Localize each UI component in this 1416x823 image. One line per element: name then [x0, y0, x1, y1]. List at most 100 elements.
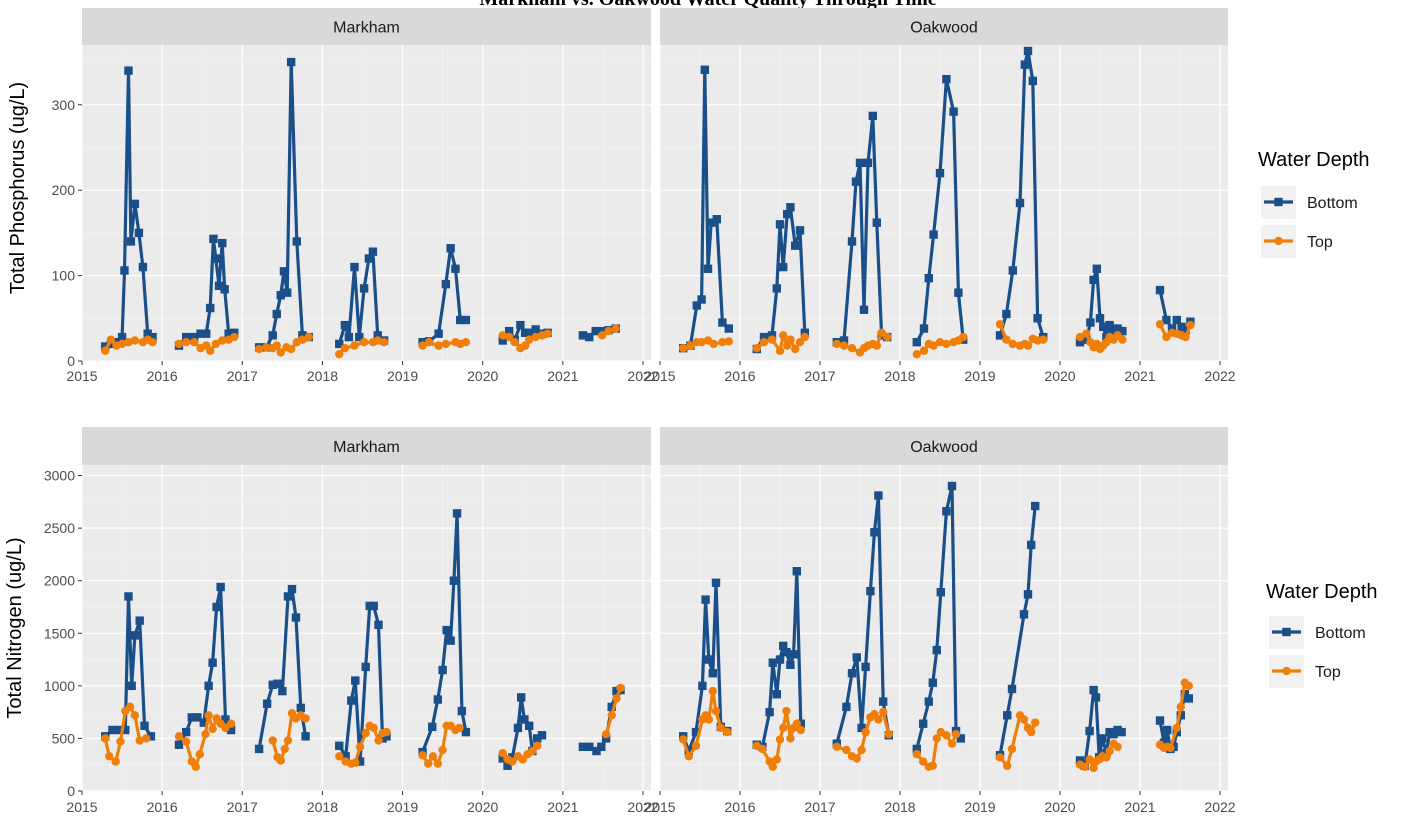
data-point-bottom: [1155, 716, 1165, 725]
data-point-bottom: [347, 696, 356, 705]
data-point-top: [709, 339, 718, 349]
data-point-top: [607, 711, 616, 720]
data-point-bottom: [130, 199, 140, 209]
data-point-top: [125, 702, 135, 712]
data-point-top: [679, 735, 688, 744]
data-point-top: [616, 683, 625, 693]
x-tick-label: 2015: [644, 368, 675, 384]
data-point-top: [1186, 320, 1195, 330]
data-point-top: [101, 734, 110, 743]
data-point-bottom: [767, 331, 777, 340]
data-point-bottom: [127, 681, 136, 691]
facet-label-oakwood: Oakwood: [910, 20, 978, 37]
data-point-bottom: [1184, 694, 1193, 703]
data-point-top: [951, 730, 961, 739]
data-point-top: [852, 754, 861, 763]
data-point-top: [211, 339, 221, 349]
data-point-top: [691, 741, 701, 750]
data-point-bottom: [839, 336, 849, 345]
facet-label-oakwood: Oakwood: [910, 439, 978, 456]
x-tick-label: 2021: [547, 799, 578, 815]
data-point-bottom: [283, 592, 293, 601]
data-point-top: [369, 723, 378, 733]
y-tick-label: 300: [52, 97, 76, 113]
chart-title: Markham vs. Oakwood Water Quality Throug…: [0, 0, 1416, 11]
data-point-bottom: [919, 719, 928, 728]
data-point-bottom: [456, 315, 465, 325]
x-tick-label: 2022: [627, 799, 658, 815]
data-point-bottom: [765, 707, 774, 717]
data-point-bottom: [707, 218, 716, 227]
data-point-bottom: [592, 746, 601, 756]
data-point-top: [791, 344, 800, 354]
data-point-top: [935, 338, 945, 347]
legend-label-bottom: Bottom: [1315, 625, 1366, 642]
data-point-top: [1184, 681, 1194, 691]
data-point-bottom: [272, 309, 281, 319]
data-point-top: [508, 757, 517, 766]
data-point-bottom: [701, 595, 710, 604]
data-point-bottom: [533, 734, 542, 743]
data-point-bottom: [861, 662, 870, 672]
data-point-top: [455, 723, 464, 733]
data-point-top: [355, 742, 365, 752]
y-tick-label: 1500: [44, 625, 75, 641]
data-point-bottom: [268, 331, 277, 340]
data-point-bottom: [597, 326, 607, 336]
data-point-top: [433, 759, 443, 768]
legend-title: Water Depth: [1266, 581, 1378, 603]
data-point-top: [298, 335, 307, 344]
data-point-bottom: [335, 741, 344, 750]
data-point-top: [839, 341, 849, 350]
data-point-top: [697, 338, 706, 347]
data-point-bottom: [779, 262, 788, 272]
data-point-top: [208, 724, 217, 734]
data-point-top: [767, 335, 777, 344]
data-point-top: [1027, 727, 1036, 737]
data-point-bottom: [382, 732, 391, 741]
data-point-top: [340, 343, 350, 353]
data-point-bottom: [703, 264, 713, 273]
data-point-top: [1019, 715, 1029, 724]
data-point-bottom: [355, 757, 365, 766]
data-point-bottom: [708, 669, 717, 678]
data-point-bottom: [704, 655, 713, 664]
data-point-top: [912, 749, 921, 759]
x-tick-label: 2016: [147, 799, 178, 815]
data-point-bottom: [1172, 315, 1181, 325]
data-point-top: [759, 338, 769, 347]
data-point-bottom: [451, 264, 460, 273]
data-point-top: [861, 727, 870, 737]
data-point-bottom: [181, 727, 191, 737]
data-point-bottom: [461, 315, 471, 325]
data-point-top: [932, 734, 941, 743]
data-point-bottom: [847, 237, 857, 246]
data-point-top: [597, 331, 607, 340]
data-point-top: [874, 715, 883, 724]
data-point-bottom: [298, 331, 307, 340]
x-tick-label: 2016: [724, 368, 755, 384]
data-point-bottom: [585, 332, 594, 342]
data-point-bottom: [120, 266, 129, 275]
data-point-bottom: [700, 65, 709, 74]
legend-label-top: Top: [1315, 664, 1341, 681]
data-point-top: [716, 723, 725, 733]
data-point-bottom: [335, 339, 344, 349]
data-point-bottom: [1008, 266, 1017, 275]
data-point-bottom: [221, 715, 230, 724]
data-point-bottom: [772, 690, 781, 699]
data-point-bottom: [341, 752, 350, 761]
data-point-top: [181, 338, 191, 347]
data-point-bottom: [578, 742, 588, 752]
data-point-top: [919, 346, 929, 355]
x-tick-label: 2018: [307, 368, 338, 384]
data-point-bottom: [870, 528, 879, 537]
data-point-bottom: [452, 509, 462, 518]
data-point-bottom: [585, 742, 594, 752]
data-point-bottom: [503, 761, 512, 770]
data-point-top: [124, 338, 133, 347]
data-point-top: [786, 335, 795, 344]
data-point-top: [498, 331, 507, 340]
data-point-top: [361, 728, 370, 738]
data-point-top: [779, 723, 788, 733]
